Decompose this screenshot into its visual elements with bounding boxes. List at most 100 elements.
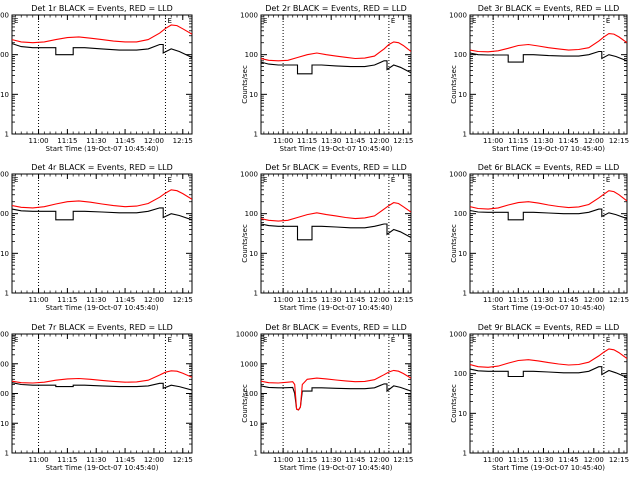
y-tick-label: 10000 <box>236 331 258 339</box>
y-axis-label: Counts/sec <box>241 65 249 104</box>
chart-title: Det 1r BLACK = Events, RED = LLD <box>31 4 173 13</box>
lld-line <box>12 24 192 44</box>
x-tick-label: 11:45 <box>345 137 365 145</box>
x-tick-label: 12:15 <box>173 296 193 304</box>
plot-frame <box>469 173 628 294</box>
y-axis-label: Counts/sec <box>450 224 458 263</box>
x-tick-label: 11:00 <box>28 296 48 304</box>
y-tick-label: 10000 <box>0 331 9 339</box>
event-marker-left: E <box>263 17 267 25</box>
x-tick-label: 11:15 <box>297 296 317 304</box>
panel-det-7: Det 7r BLACK = Events, RED = LLD 1 10 100 10… <box>0 323 193 472</box>
chart-title: Det 8r BLACK = Events, RED = LLD <box>265 323 407 332</box>
x-tick-label: 11:15 <box>508 137 528 145</box>
event-marker-left: E <box>14 336 18 344</box>
x-tick-label: 11:15 <box>57 137 77 145</box>
event-marker-right: E <box>606 336 610 344</box>
y-tick-label: 10 <box>458 250 467 258</box>
x-tick-label: 12:00 <box>584 137 604 145</box>
chart-title: Det 6r BLACK = Events, RED = LLD <box>478 163 620 172</box>
lld-line <box>261 202 411 222</box>
x-tick-label: 11:15 <box>297 456 317 464</box>
x-tick-label: 12:15 <box>609 296 629 304</box>
x-axis-label: Start Time (19-Oct-07 10:45:40) <box>492 145 605 153</box>
panel-det-5: Det 5r BLACK = Events, RED = LLD 1 10 100 10… <box>240 163 413 312</box>
y-tick-label: 1000 <box>449 171 467 179</box>
events-line <box>261 223 411 241</box>
lld-line <box>470 348 627 368</box>
y-tick-label: 1 <box>5 131 9 139</box>
x-axis-label: Start Time (19-Oct-07 10:45:40) <box>280 464 393 472</box>
chart-title: Det 7r BLACK = Events, RED = LLD <box>31 323 173 332</box>
y-tick-label: 1 <box>463 290 467 298</box>
plot-frame <box>260 14 412 135</box>
y-tick-label: 100 <box>454 51 467 59</box>
x-tick-label: 11:15 <box>57 456 77 464</box>
x-tick-label: 11:30 <box>86 296 106 304</box>
chart-title: Det 3r BLACK = Events, RED = LLD <box>478 4 620 13</box>
y-tick-label: 100 <box>245 51 258 59</box>
x-axis-label: Start Time (19-Oct-07 10:45:40) <box>492 464 605 472</box>
y-tick-label: 100 <box>0 210 9 218</box>
event-marker-left: E <box>14 176 18 184</box>
y-tick-label: 10 <box>0 91 9 99</box>
x-tick-label: 11:30 <box>533 137 553 145</box>
x-tick-label: 11:00 <box>273 456 293 464</box>
panel-det-9: Det 9r BLACK = Events, RED = LLD 1 10 100 10… <box>449 323 629 472</box>
y-tick-label: 100 <box>454 370 467 378</box>
x-tick-label: 11:00 <box>273 137 293 145</box>
x-tick-label: 12:00 <box>144 137 164 145</box>
chart-title: Det 4r BLACK = Events, RED = LLD <box>31 163 173 172</box>
event-marker-left: E <box>472 17 476 25</box>
events-line <box>12 382 192 391</box>
plot-frame <box>11 333 193 454</box>
event-marker-left: E <box>263 176 267 184</box>
panel-det-4: Det 4r BLACK = Events, RED = LLD 1 10 100 10… <box>0 163 193 312</box>
x-tick-label: 11:30 <box>321 296 341 304</box>
chart-title: Det 5r BLACK = Events, RED = LLD <box>265 163 407 172</box>
events-line <box>12 43 192 58</box>
y-tick-label: 1000 <box>240 12 258 20</box>
x-tick-label: 11:45 <box>115 296 135 304</box>
x-tick-label: 11:45 <box>115 456 135 464</box>
x-tick-label: 11:30 <box>86 137 106 145</box>
y-tick-label: 1000 <box>0 360 9 368</box>
y-tick-label: 10 <box>0 420 9 428</box>
x-axis-label: Start Time (19-Oct-07 10:45:40) <box>46 464 159 472</box>
events-line <box>470 208 627 221</box>
y-axis-label: Counts/sec <box>450 65 458 104</box>
plot-frame <box>260 333 412 454</box>
y-tick-label: 10 <box>458 410 467 418</box>
x-axis-label: Start Time (19-Oct-07 10:45:40) <box>46 304 159 312</box>
x-tick-label: 11:30 <box>86 456 106 464</box>
event-marker-right: E <box>606 17 610 25</box>
x-tick-label: 11:45 <box>345 456 365 464</box>
y-tick-label: 1000 <box>449 331 467 339</box>
y-tick-label: 10 <box>458 91 467 99</box>
y-tick-label: 10 <box>249 91 258 99</box>
y-tick-label: 1000 <box>0 171 9 179</box>
x-tick-label: 11:00 <box>273 296 293 304</box>
y-tick-label: 1 <box>5 290 9 298</box>
y-tick-label: 100 <box>0 390 9 398</box>
x-tick-label: 11:00 <box>483 296 503 304</box>
x-tick-label: 12:00 <box>369 137 389 145</box>
y-tick-label: 1 <box>254 290 258 298</box>
y-tick-label: 10 <box>249 250 258 258</box>
x-tick-label: 11:30 <box>321 137 341 145</box>
x-tick-label: 12:00 <box>144 456 164 464</box>
x-tick-label: 12:15 <box>393 456 413 464</box>
lld-line <box>470 33 627 53</box>
x-axis-label: Start Time (19-Oct-07 10:45:40) <box>280 304 393 312</box>
plot-frame <box>469 14 628 135</box>
y-axis-label: Counts/sec <box>241 224 249 263</box>
chart-title: Det 2r BLACK = Events, RED = LLD <box>265 4 407 13</box>
x-tick-label: 11:00 <box>483 137 503 145</box>
x-axis-label: Start Time (19-Oct-07 10:45:40) <box>280 145 393 153</box>
y-tick-label: 100 <box>245 390 258 398</box>
events-line <box>12 207 192 221</box>
lld-line <box>261 369 411 411</box>
plot-frame <box>11 14 193 135</box>
x-tick-label: 12:00 <box>584 296 604 304</box>
